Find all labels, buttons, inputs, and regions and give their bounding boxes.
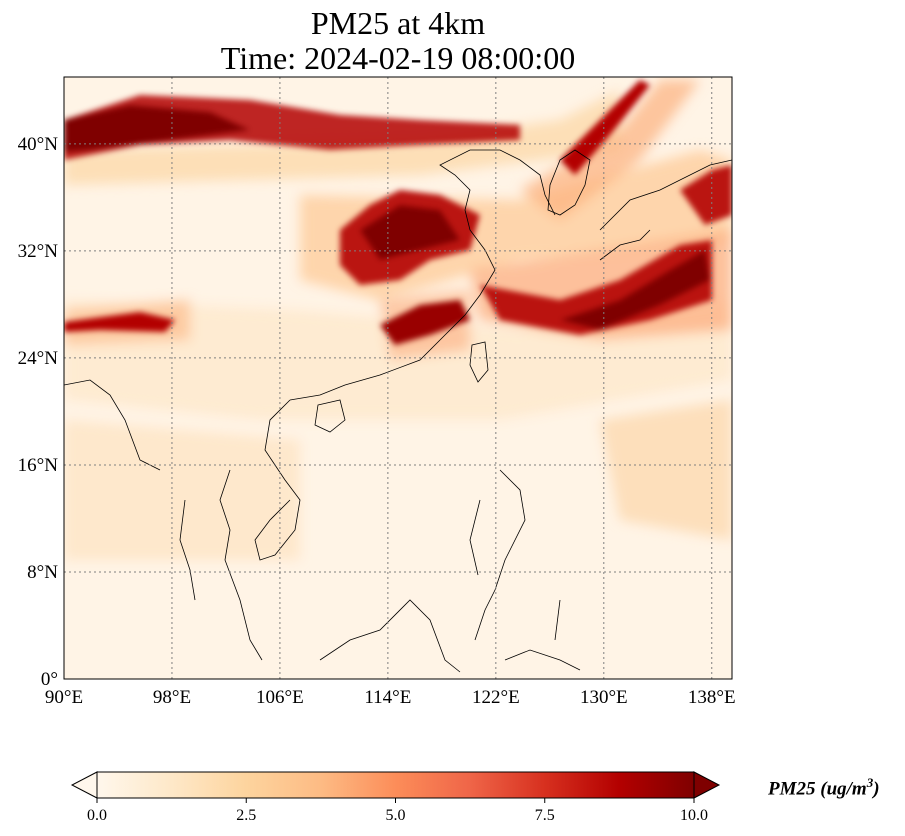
- colorbar-label-main: PM25 (ug/m: [768, 778, 867, 800]
- map-area: [64, 77, 732, 679]
- lat-tick-label: 40°N: [18, 134, 59, 155]
- colorbar-label: PM25 (ug/m3): [768, 775, 880, 800]
- lat-tick-label: 32°N: [18, 241, 59, 262]
- colorbar-tick-label: 5.0: [386, 807, 406, 824]
- colorbar-tick-label: 7.5: [535, 807, 555, 824]
- colorbar-label-superscript: 3: [866, 775, 874, 790]
- lon-tick-label: 122°E: [472, 687, 520, 708]
- lon-tick-label: 130°E: [580, 687, 628, 708]
- lat-tick-label: 24°N: [18, 348, 59, 369]
- map-frame: [63, 76, 733, 680]
- colorbar-bar: [97, 772, 694, 798]
- coastlines: [64, 149, 732, 673]
- colorbar-ticks: 0.0 2.5 5.0 7.5 10.0: [87, 798, 708, 824]
- colorbar-tick-label: 10.0: [680, 807, 708, 824]
- latitude-tick-labels: 0° 8°N 16°N 24°N 32°N 40°N: [18, 134, 59, 690]
- lon-tick-label: 106°E: [256, 687, 304, 708]
- pm25-high-plumes: [64, 80, 732, 345]
- lon-tick-label: 90°E: [45, 687, 83, 708]
- lat-tick-label: 0°: [41, 669, 58, 690]
- colorbar-extend-low-arrow: [70, 771, 98, 799]
- map-title: PM25 at 4km: [310, 5, 486, 41]
- colorbar-label-end: ): [873, 778, 880, 800]
- colorbar-tick-label: 0.0: [87, 807, 107, 824]
- colorbar: 0.0 2.5 5.0 7.5 10.0: [70, 771, 721, 824]
- colorbar-tick-label: 2.5: [236, 807, 256, 824]
- longitude-tick-labels: 90°E 98°E 106°E 114°E 122°E 130°E 138°E: [45, 687, 736, 708]
- colorbar-extend-high-arrow: [693, 771, 721, 799]
- lon-tick-label: 114°E: [364, 687, 411, 708]
- lon-tick-label: 138°E: [688, 687, 736, 708]
- map-time-subtitle: Time: 2024-02-19 08:00:00: [220, 40, 576, 76]
- lat-tick-label: 16°N: [18, 455, 59, 476]
- lon-tick-label: 98°E: [153, 687, 191, 708]
- pm25-field: [64, 80, 732, 560]
- lat-tick-label: 8°N: [27, 562, 58, 583]
- gridlines: [64, 77, 732, 679]
